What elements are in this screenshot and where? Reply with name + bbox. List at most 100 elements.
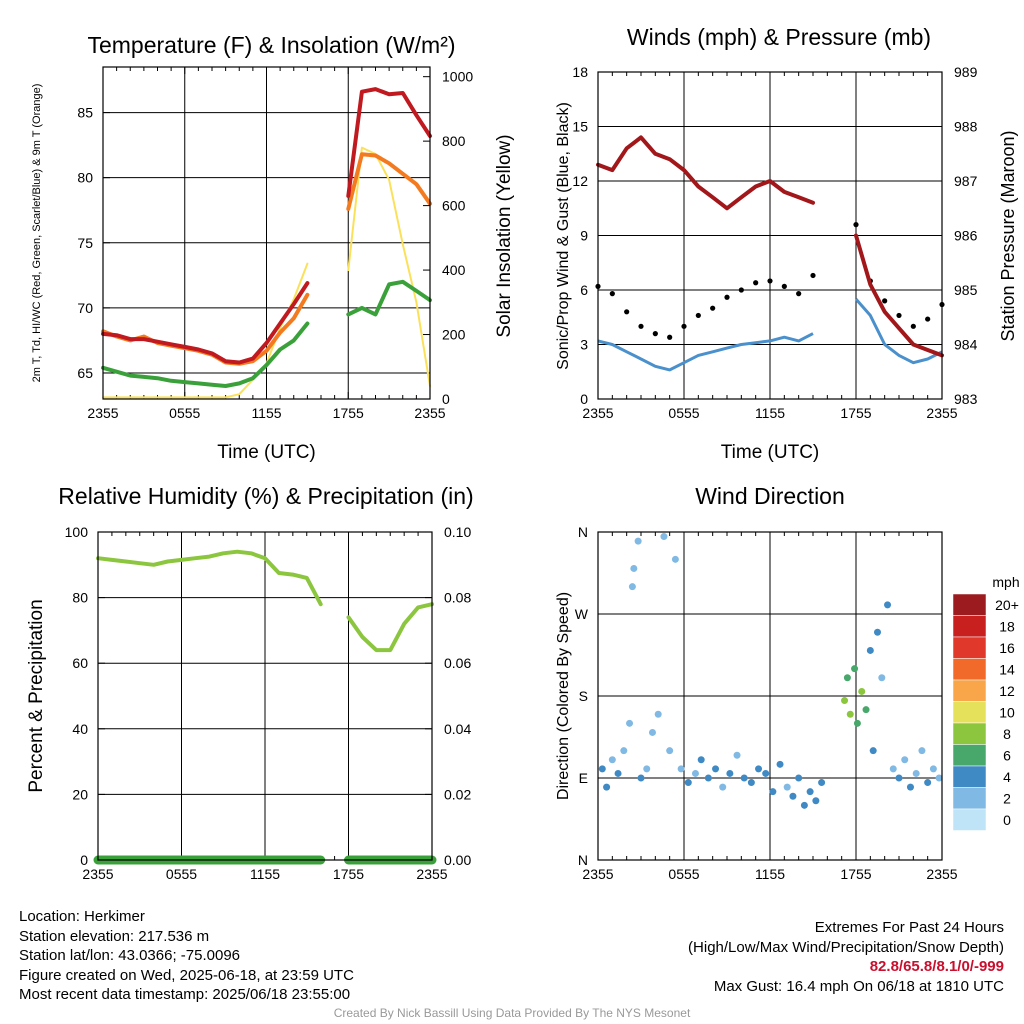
winds-gust-point	[767, 278, 773, 284]
latlon-text: Station lat/lon: 43.0366; -75.0096	[19, 947, 241, 965]
wdir-point	[634, 537, 642, 545]
temp-ylabel: 2m T, Td, HI/WC (Red, Green, Scarlet/Blu…	[31, 84, 43, 383]
winds-gust-point	[667, 334, 673, 340]
temp-xtick-label: 1755	[333, 405, 364, 421]
wdir-legend-label: 0	[1003, 812, 1011, 828]
wdir-chart-title: Wind Direction	[695, 483, 845, 509]
winds-ytick-label: 12	[572, 173, 588, 189]
wdir-point	[776, 760, 784, 768]
wdir-xtick-label: 2355	[926, 866, 957, 882]
temp-ytick-label: 85	[77, 105, 93, 121]
wdir-point	[929, 765, 937, 773]
winds-y2tick-label: 986	[954, 228, 978, 244]
wdir-point	[726, 769, 734, 777]
winds-gust-point	[624, 309, 630, 315]
temp-xtick-label: 2355	[414, 405, 445, 421]
wdir-xtick-label: 1755	[840, 866, 871, 882]
wdir-legend-label: 2	[1003, 790, 1011, 806]
wdir-point	[858, 687, 866, 695]
temp-chart-title: Temperature (F) & Insolation (W/m²)	[87, 32, 455, 58]
extremes-subtitle: (High/Low/Max Wind/Precipitation/Snow De…	[688, 938, 1004, 956]
wdir-point	[643, 765, 651, 773]
temp-ytick-label: 75	[77, 235, 93, 251]
rh-y2tick-label: 0.02	[444, 786, 471, 802]
winds-gust-point	[925, 316, 931, 322]
wdir-point	[812, 797, 820, 805]
temp-ytick-label: 70	[77, 300, 93, 316]
wdir-xtick-label: 1155	[755, 866, 785, 882]
rh-y2tick-label: 0.10	[444, 524, 471, 540]
rh-grid	[97, 532, 433, 860]
winds-ytick-label: 9	[580, 228, 588, 244]
wdir-legend-swatch	[952, 722, 987, 745]
wdir-legend-swatch	[952, 744, 987, 767]
wdir-legend-swatch	[952, 787, 987, 810]
wdir-legend-label: 4	[1003, 769, 1011, 785]
wdir-point	[846, 710, 854, 718]
winds-chart-title: Winds (mph) & Pressure (mb)	[627, 24, 931, 50]
winds-y2tick-label: 983	[954, 391, 978, 407]
wdir-legend-swatch	[952, 765, 987, 788]
wdir-legend-swatch	[952, 615, 987, 638]
temp-y2tick-label: 400	[442, 262, 466, 278]
wdir-point	[666, 747, 674, 755]
wdir-legend-title: mph	[992, 574, 1019, 590]
wdir-ytick-label: N	[578, 852, 588, 868]
wdir-point	[691, 769, 699, 777]
temp-xtick-label: 0555	[169, 405, 200, 421]
wdir-point	[712, 765, 720, 773]
rh-plot-border	[97, 531, 433, 861]
wdir-legend-swatch	[952, 679, 987, 702]
wdir-legend-swatch	[952, 658, 987, 681]
wdir-legend-label: 14	[999, 661, 1015, 677]
rh-ytick-label: 0	[80, 852, 88, 868]
winds-gust-point	[910, 323, 916, 329]
rh-chart-title: Relative Humidity (%) & Precipitation (i…	[58, 483, 473, 509]
credit-text: Created By Nick Bassill Using Data Provi…	[333, 1006, 691, 1020]
winds-ytick-label: 3	[580, 337, 588, 353]
winds-y2tick-label: 984	[954, 337, 978, 353]
wdir-point	[603, 783, 611, 791]
wdir-point	[901, 756, 909, 764]
wdir-point	[626, 719, 634, 727]
wdir-point	[918, 747, 926, 755]
wdir-point	[769, 788, 777, 796]
wdir-point	[747, 779, 755, 787]
winds-xlabel: Time (UTC)	[721, 442, 820, 463]
temp-y2tick-label: 1000	[442, 69, 473, 85]
wdir-point	[800, 801, 808, 809]
winds-gust-point	[652, 331, 658, 337]
rh-xtick-label: 0555	[166, 866, 197, 882]
wdir-point	[684, 779, 692, 787]
wdir-point	[637, 774, 645, 782]
wdir-point	[697, 756, 705, 764]
wdir-point	[906, 783, 914, 791]
wdir-point	[884, 601, 892, 609]
temp-ytick-label: 80	[77, 170, 93, 186]
rh-xtick-label: 2355	[416, 866, 447, 882]
wdir-point	[843, 674, 851, 682]
created-text: Figure created on Wed, 2025-06-18, at 23…	[19, 966, 354, 984]
wdir-legend-label: 12	[999, 683, 1015, 699]
wdir-point	[862, 706, 870, 714]
rh-ytick-label: 80	[72, 590, 88, 606]
wdir-legend-swatch	[952, 636, 987, 659]
rh-y2tick-label: 0.06	[444, 655, 471, 671]
winds-y2tick-label: 985	[954, 282, 978, 298]
temp-xtick-label: 2355	[87, 405, 118, 421]
temp-ytick-label: 65	[77, 365, 93, 381]
winds-gust-point	[781, 283, 787, 289]
rh-xtick-label: 1155	[250, 866, 280, 882]
temp-y2tick-label: 200	[442, 327, 466, 343]
wdir-point	[866, 646, 874, 654]
temp-series-t2m	[101, 87, 432, 365]
rh-y2tick-label: 0.04	[444, 721, 471, 737]
wdir-point	[924, 779, 932, 787]
winds-xtick-label: 0555	[668, 405, 699, 421]
winds-gust-point	[882, 298, 888, 304]
wdir-point	[789, 792, 797, 800]
rh-ytick-label: 100	[65, 524, 89, 540]
temp-y2label: Solar Insolation (Yellow)	[494, 134, 515, 337]
wdir-point	[660, 533, 668, 541]
winds-y2tick-label: 989	[954, 64, 978, 80]
